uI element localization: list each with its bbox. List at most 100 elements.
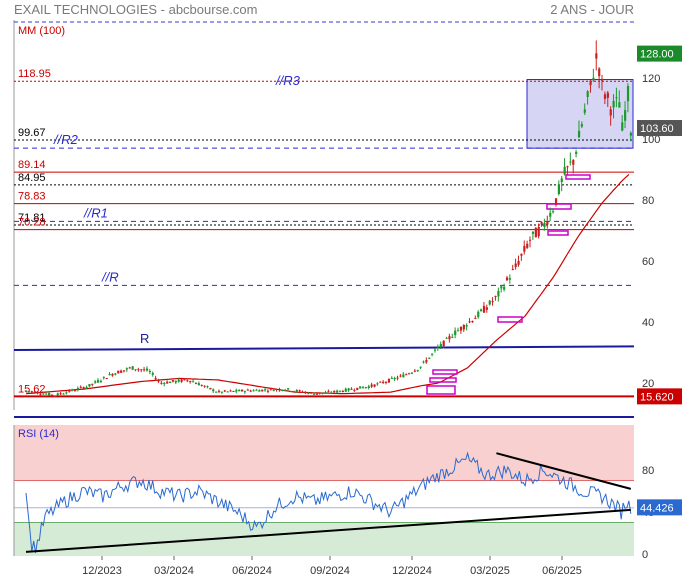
candle-body xyxy=(471,321,474,323)
candle-body xyxy=(336,390,339,393)
candle-body xyxy=(177,379,180,382)
candle-body xyxy=(39,393,42,395)
price-callout-box xyxy=(637,388,682,405)
candle-body xyxy=(537,227,540,237)
candle-body xyxy=(298,390,301,392)
level-label: 118.95 xyxy=(18,68,51,80)
candle-body xyxy=(324,392,327,394)
candle-body xyxy=(370,384,373,387)
candle-body xyxy=(128,367,131,369)
candle-body xyxy=(359,386,362,389)
candle-body xyxy=(169,381,172,384)
candle-body xyxy=(396,377,399,379)
candle-body xyxy=(445,337,448,339)
candle-body xyxy=(485,307,488,310)
candle-body xyxy=(243,391,247,393)
candle-body xyxy=(278,389,281,391)
candle-body xyxy=(223,390,226,392)
support-trend-line xyxy=(13,345,635,352)
candle-body xyxy=(140,369,143,371)
candle-body xyxy=(494,296,497,298)
candle-body xyxy=(540,221,543,225)
candle-body xyxy=(226,391,229,393)
chart-title: EXAIL TECHNOLOGIES - abcbourse.com xyxy=(14,2,258,17)
candle-body xyxy=(148,370,152,372)
candle-body xyxy=(529,239,532,241)
candle-body xyxy=(457,330,460,332)
candle-body xyxy=(261,389,264,392)
price-tick-label: 40 xyxy=(642,317,654,329)
candle-body xyxy=(517,260,520,265)
candle-body xyxy=(543,222,546,227)
rsi-tick-label: 0 xyxy=(642,549,648,561)
candle-body xyxy=(603,94,607,99)
level-label: 84.95 xyxy=(18,172,46,184)
candle-body xyxy=(220,391,224,393)
rsi-trend-line xyxy=(25,508,631,553)
candle-body xyxy=(448,336,451,340)
x-tick-label: 03/2024 xyxy=(154,565,194,577)
candle-body xyxy=(376,383,379,385)
candle-body xyxy=(393,377,396,380)
candle-body xyxy=(399,375,402,377)
candle-body xyxy=(53,395,56,397)
gap-marker xyxy=(497,316,523,323)
candle-body xyxy=(575,151,578,154)
candle-body xyxy=(249,390,252,392)
candle-body xyxy=(192,381,195,383)
candle-body xyxy=(163,383,166,385)
candle-body xyxy=(212,389,215,392)
candle-body xyxy=(385,381,388,383)
candle-body xyxy=(577,130,581,138)
candle-body xyxy=(531,231,535,234)
candle-body xyxy=(580,124,584,127)
candle-body xyxy=(454,330,457,336)
candle-body xyxy=(436,347,440,349)
candle-body xyxy=(238,389,241,392)
candle-body xyxy=(609,109,612,116)
candle-body xyxy=(554,198,558,205)
candle-body xyxy=(50,394,54,396)
candle-body xyxy=(145,368,149,371)
resistance-label: //R2 xyxy=(53,132,79,147)
candle-body xyxy=(419,366,422,368)
candle-body xyxy=(59,393,62,395)
candle-body xyxy=(131,366,134,370)
candle-body xyxy=(474,318,477,320)
candle-body xyxy=(626,86,630,102)
candle-body xyxy=(338,390,342,392)
candle-body xyxy=(410,372,414,374)
mm-100-label: MM (100) xyxy=(18,25,65,37)
candle-body xyxy=(459,326,463,331)
candle-body xyxy=(73,390,77,392)
candle-body xyxy=(194,383,198,385)
candle-body xyxy=(154,378,157,380)
candle-body xyxy=(364,387,368,389)
candle-body xyxy=(125,368,128,370)
candle-body xyxy=(258,390,261,392)
candle-body xyxy=(416,370,419,372)
price-callout-box xyxy=(637,45,682,62)
candle-body xyxy=(301,391,304,393)
candle-body xyxy=(105,378,108,380)
candle-body xyxy=(327,391,330,393)
candle-body xyxy=(269,388,272,390)
candle-body xyxy=(624,110,627,121)
candle-body xyxy=(408,373,411,375)
candle-body xyxy=(350,388,353,390)
candle-body xyxy=(33,391,36,394)
candle-body xyxy=(333,390,336,393)
candle-body xyxy=(99,380,103,382)
candle-body xyxy=(341,390,344,392)
candle-body xyxy=(122,370,126,372)
consolidation-rectangle xyxy=(526,79,634,149)
candle-body xyxy=(189,380,192,383)
candle-body xyxy=(203,385,206,387)
candle-body xyxy=(468,321,471,323)
candle-body xyxy=(511,269,514,271)
candle-body xyxy=(266,390,270,392)
candle-body xyxy=(151,372,154,375)
candle-body xyxy=(183,379,186,381)
candle-body xyxy=(229,390,232,392)
candle-body xyxy=(137,369,140,371)
